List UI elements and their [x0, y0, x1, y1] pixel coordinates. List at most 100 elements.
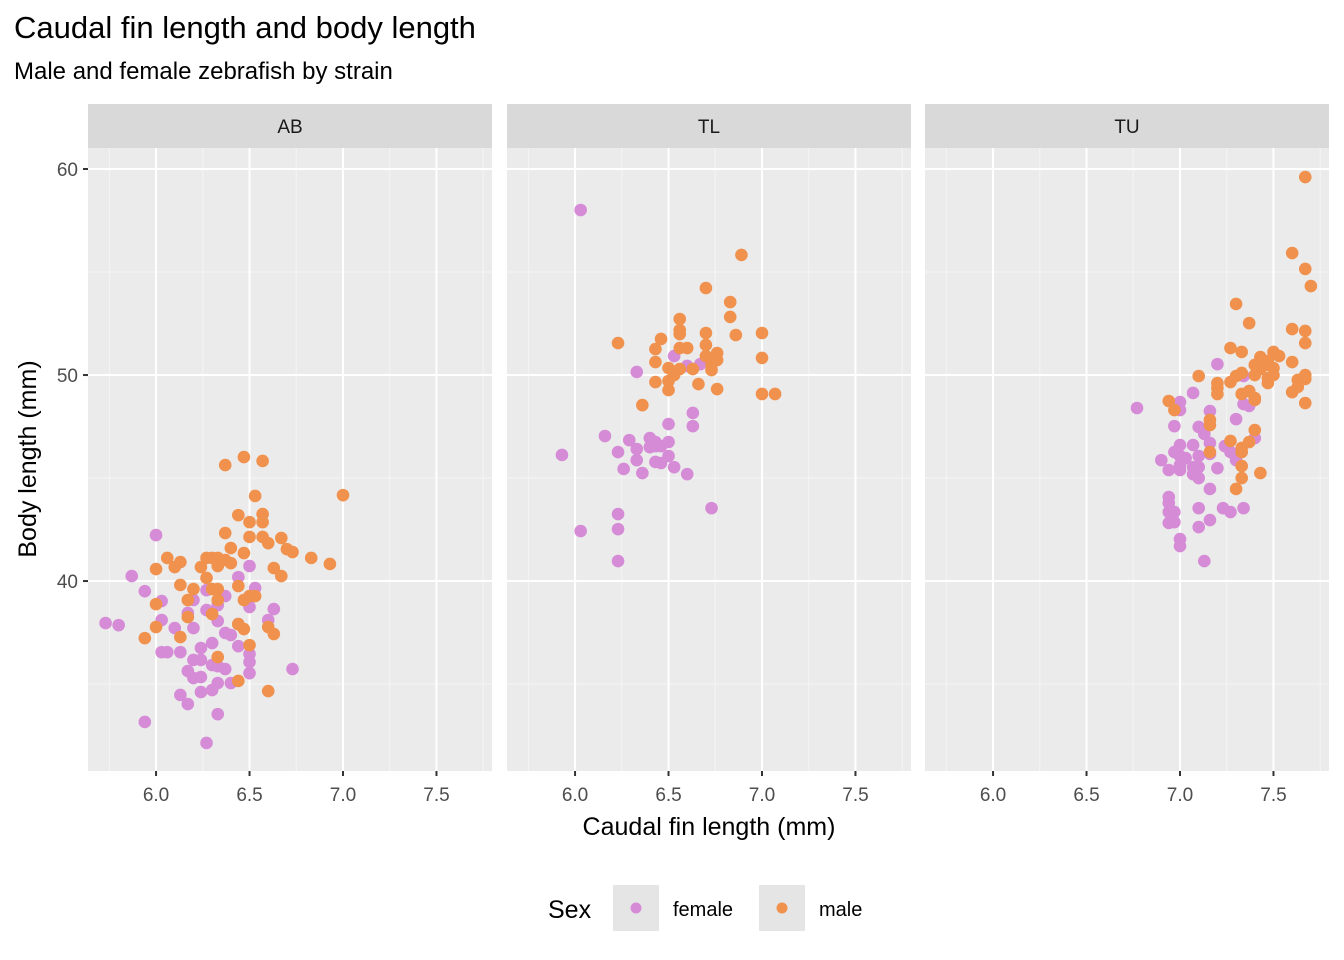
facet-strip-label: AB [277, 117, 302, 138]
data-point-female [1168, 505, 1181, 519]
data-point-male [654, 332, 668, 346]
data-point-female [211, 707, 225, 721]
data-point-female [611, 554, 625, 568]
data-point-male [232, 579, 245, 593]
data-point-female [99, 616, 112, 630]
panel-background [507, 148, 911, 771]
data-point-male [323, 557, 337, 571]
data-point-female [667, 460, 681, 474]
x-axis-title: Caudal fin length (mm) [583, 813, 836, 841]
data-point-male [243, 638, 256, 652]
data-point-female [218, 662, 232, 676]
data-point-male [1298, 262, 1312, 276]
y-tick-label: 50 [57, 366, 78, 387]
data-point-male [174, 578, 187, 592]
data-point-male [673, 312, 687, 326]
data-point-male [1298, 336, 1312, 350]
data-point-female [636, 466, 649, 480]
data-point-female [1224, 505, 1237, 519]
data-point-male [218, 526, 232, 540]
data-point-female [200, 736, 213, 750]
data-point-male [1168, 403, 1181, 417]
data-point-female [286, 662, 299, 676]
data-point-male [1235, 445, 1248, 459]
facet-panel-ab: AB 6.0 6.5 7.0 7.5 40 50 60 [57, 104, 492, 806]
data-point-male [1235, 345, 1248, 359]
data-point-female [1203, 482, 1217, 496]
data-point-male [1254, 466, 1267, 480]
data-point-female [138, 584, 152, 598]
data-point-male [723, 310, 737, 324]
data-point-female [630, 365, 644, 379]
legend-label-female: female [673, 899, 733, 921]
facet-strip [925, 104, 1329, 148]
data-point-female [630, 442, 644, 456]
data-point-female [1192, 460, 1205, 474]
data-point-female [662, 417, 675, 431]
data-point-male [699, 281, 713, 295]
data-point-male [1285, 246, 1299, 260]
x-tick-label: 6.0 [980, 785, 1006, 806]
data-point-male [224, 556, 238, 570]
data-point-male [267, 561, 281, 575]
data-point-male [224, 541, 238, 555]
x-tick-label: 6.5 [655, 785, 681, 806]
data-point-male [174, 555, 187, 569]
data-point-female [654, 456, 668, 470]
data-point-female [243, 666, 256, 680]
data-point-male [1298, 396, 1312, 410]
x-tick-label: 7.0 [330, 785, 356, 806]
data-point-male [1298, 170, 1312, 184]
data-point-female [1130, 401, 1144, 415]
data-point-female [1173, 438, 1187, 452]
data-point-male [1242, 316, 1256, 330]
data-point-female [211, 676, 225, 690]
data-point-female [611, 507, 625, 521]
data-point-male [1203, 445, 1217, 459]
x-tick-label: 7.5 [842, 785, 868, 806]
chart-subtitle: Male and female zebrafish by strain [14, 58, 393, 85]
data-point-male [1162, 394, 1176, 408]
data-point-male [673, 327, 687, 341]
data-point-male [662, 374, 675, 388]
data-point-female [1192, 501, 1205, 515]
data-point-male [205, 607, 219, 621]
data-point-male [1203, 418, 1217, 432]
data-point-male [1285, 355, 1299, 369]
data-point-male [138, 631, 152, 645]
data-point-male [755, 351, 769, 365]
data-point-female [574, 203, 587, 217]
panel-background [925, 148, 1329, 771]
data-point-male [149, 562, 163, 576]
data-point-male [200, 571, 213, 585]
data-point-female [1192, 520, 1205, 534]
data-point-male [729, 328, 743, 342]
data-point-male [680, 341, 694, 355]
data-point-female [232, 570, 245, 584]
data-point-male [723, 295, 737, 309]
data-point-female [630, 453, 644, 467]
data-point-male [755, 326, 769, 340]
data-point-female [112, 618, 125, 632]
data-point-female [125, 569, 139, 583]
data-point-male [149, 597, 163, 611]
facet-panel-tl: TL 6.0 6.5 7.0 7.5 [507, 104, 911, 806]
x-tick-label: 6.0 [143, 785, 169, 806]
data-point-male [237, 546, 251, 560]
data-point-male [275, 531, 288, 545]
data-point-male [149, 620, 163, 634]
facet-strip-label: TU [1114, 117, 1139, 138]
data-point-female [187, 621, 200, 635]
data-point-male [1298, 372, 1312, 386]
data-point-male [256, 454, 269, 468]
data-point-male [699, 338, 713, 352]
data-point-male [194, 560, 208, 574]
data-point-male [243, 515, 256, 529]
data-point-female [168, 621, 182, 635]
data-point-female [149, 528, 163, 542]
data-point-female [1198, 554, 1211, 568]
data-point-male [649, 355, 662, 369]
x-tick-label: 6.5 [1073, 785, 1099, 806]
data-point-female [232, 639, 245, 653]
